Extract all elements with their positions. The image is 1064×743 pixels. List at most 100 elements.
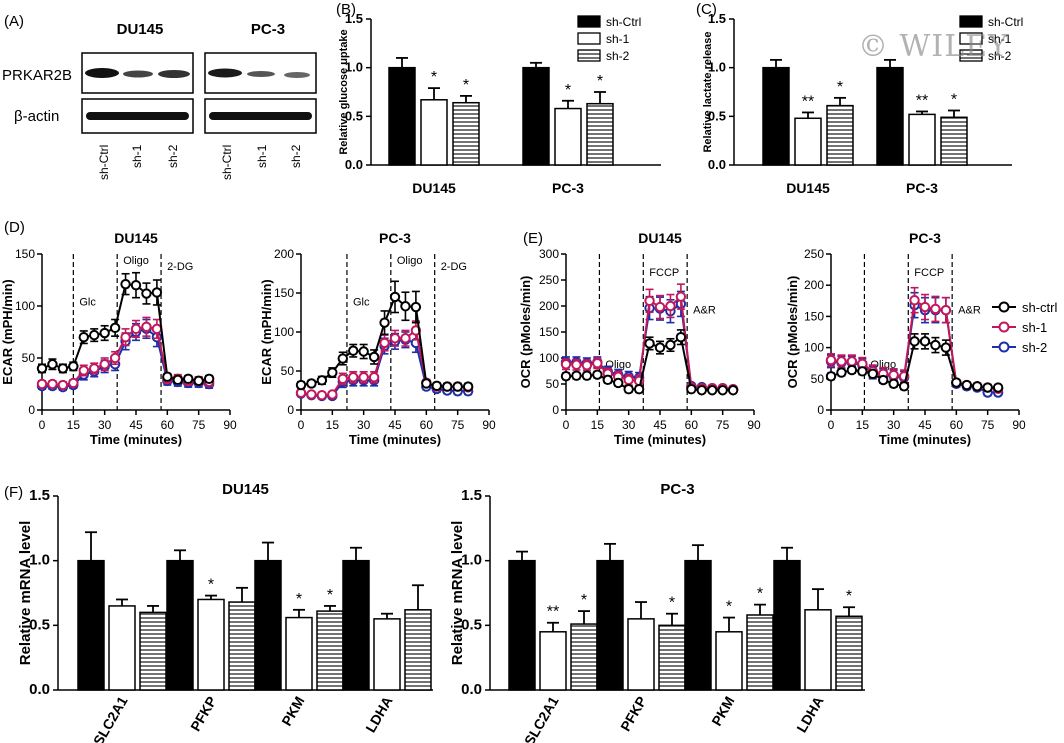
significance-marker: * — [565, 82, 571, 99]
data-point — [36, 363, 48, 374]
data-point — [141, 288, 152, 299]
data-point — [442, 381, 453, 392]
data-point — [867, 368, 878, 380]
x-tick-label: 0 — [828, 418, 835, 432]
band — [86, 112, 189, 120]
x-tick-label: 75 — [716, 418, 730, 432]
data-point — [295, 379, 307, 391]
x-tick-label: 60 — [161, 418, 175, 432]
chart-lactate-release: (C) 0.0 0.5 1.0 1.5 Relative lactate release *… — [696, 1, 1023, 196]
data-point — [623, 384, 634, 395]
y-tick-label: 100 — [15, 299, 35, 313]
bar — [773, 559, 801, 691]
data-point — [120, 278, 131, 290]
x-tick-label: 0 — [39, 418, 46, 432]
data-point — [358, 372, 369, 383]
legend-label: sh-1 — [1022, 320, 1047, 335]
category-label: DU145 — [786, 180, 830, 196]
legend-swatch — [959, 15, 983, 28]
bar — [452, 101, 480, 166]
data-point — [644, 338, 655, 349]
category-label: LDHA — [362, 694, 395, 736]
data-point — [172, 374, 183, 386]
chart-ecar-pc3: PC-3 0 50 100 150 200 0 15 30 45 60 75 90 Time (minut… — [259, 230, 496, 447]
data-point — [151, 287, 163, 298]
y-tick-label: 1.5 — [29, 487, 50, 504]
significance-marker: ** — [547, 604, 559, 621]
data-point — [327, 389, 338, 400]
x-tick-label: 45 — [653, 418, 667, 432]
y-tick-label: 0 — [287, 403, 294, 417]
bar — [876, 66, 904, 166]
data-point — [909, 336, 920, 347]
injection-label: Glc — [79, 296, 96, 308]
panel-label: (E) — [523, 230, 543, 247]
bar — [316, 610, 344, 691]
x-tick-label: 0 — [563, 418, 570, 432]
x-tick-label: 15 — [67, 418, 81, 432]
data-point — [130, 323, 142, 335]
data-point — [348, 345, 359, 356]
x-tick-label: 30 — [887, 418, 901, 432]
data-point — [592, 358, 603, 369]
data-point — [120, 332, 131, 343]
chart-title: DU145 — [222, 481, 269, 498]
data-point — [623, 374, 634, 386]
lane-label: sh-2 — [166, 144, 180, 168]
panel-a: (A) DU145 PC-3 PRKAR2B β-actin sh-Ctrl s… — [2, 13, 317, 180]
bar — [254, 559, 282, 691]
legend-marker — [998, 321, 1010, 333]
chart-ocr-pc3: PC-3 0 50 100 150 200 250 0 15 30 45 60 75 90 Time (mi… — [785, 230, 1058, 447]
x-axis-label: Time (minutes) — [90, 432, 182, 447]
significance-marker: * — [327, 587, 333, 604]
bar — [508, 559, 536, 691]
data-point — [130, 280, 142, 291]
y-tick-label: 1.5 — [461, 487, 482, 504]
data-point — [193, 375, 204, 387]
data-point — [675, 332, 687, 343]
injection-label: Oligo — [123, 255, 149, 267]
lane-label: sh-Ctrl — [97, 145, 111, 180]
chart-mrna-du145: (F) 0.0 0.5 1.0 1.5 Relative mRNA level DU145 S… — [4, 481, 433, 743]
data-point — [940, 342, 952, 353]
x-tick-label: 30 — [357, 418, 371, 432]
data-point — [633, 384, 645, 395]
band — [85, 68, 119, 78]
data-point — [930, 339, 941, 351]
band — [247, 71, 275, 77]
data-point — [846, 356, 858, 367]
y-tick-label: 0.0 — [708, 157, 726, 172]
bar — [522, 66, 550, 166]
data-point — [727, 385, 739, 396]
data-point — [909, 294, 920, 306]
data-point — [654, 342, 666, 353]
legend-label: sh-1 — [988, 32, 1012, 46]
y-axis-label: ECAR (mPH/min) — [0, 279, 15, 384]
data-point — [857, 366, 868, 377]
x-tick-label: 90 — [747, 418, 761, 432]
x-tick-label: 45 — [129, 418, 143, 432]
y-tick-label: 200 — [539, 299, 559, 313]
significance-marker: * — [726, 599, 732, 616]
y-tick-label: 150 — [274, 286, 294, 300]
bar — [228, 601, 256, 691]
x-tick-label: 75 — [192, 418, 206, 432]
y-tick-label: 1.0 — [708, 60, 726, 75]
bar — [342, 559, 370, 691]
x-tick-label: 45 — [388, 418, 402, 432]
data-point — [581, 360, 593, 371]
data-point — [151, 323, 163, 335]
bar — [388, 66, 416, 166]
significance-marker: * — [597, 73, 603, 90]
data-point — [717, 385, 728, 396]
y-tick-label: 50 — [281, 364, 295, 378]
significance-marker: * — [669, 595, 675, 612]
y-tick-label: 0.5 — [461, 616, 482, 633]
bar — [596, 559, 624, 691]
category-label: PFKP — [187, 694, 220, 734]
legend-label: sh-Ctrl — [988, 15, 1023, 29]
data-point — [846, 364, 858, 376]
bar — [658, 624, 686, 691]
y-tick-label: 150 — [539, 325, 559, 339]
data-point — [644, 295, 655, 306]
